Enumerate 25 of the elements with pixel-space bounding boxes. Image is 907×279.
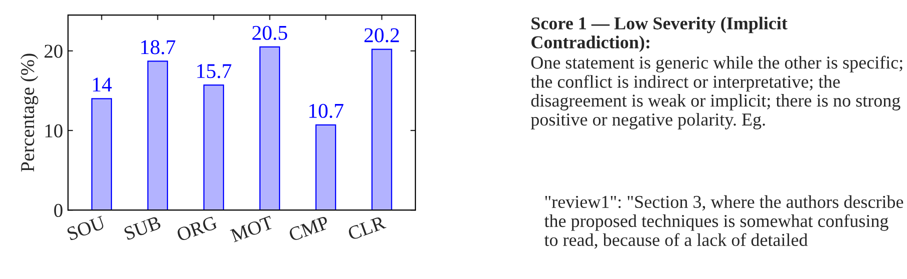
y-tick-label: 0 [54,204,62,218]
data-label: 20.2 [364,28,399,42]
bar [91,98,112,210]
bar [259,46,280,210]
bar [371,48,392,210]
x-tick-label: SUB [124,216,162,240]
y-tick-label: 10 [45,124,62,138]
data-label: 10.7 [309,104,344,118]
bar [203,84,224,210]
bar [315,124,336,210]
text: "review1": "Section 3, where the authors describe the proposed techniques is somewhat confusing to read, because of a lack of detailed [544,195,904,249]
data-label: 20.5 [252,26,288,40]
y-axis-title: Percentage (%) [20,54,38,172]
data-label: 15.7 [197,64,232,78]
y-tick-label: 20 [44,44,62,58]
bar [147,60,168,210]
text: One statement is generic while the other is specific; the conflict is indirect or interpretative; the disagreement is weak or implicit; there is no strong positive or negative polarity. Eg. [530,56,902,130]
x-tick-label: ORG [176,216,218,242]
x-tick-label: CMP [288,216,330,242]
x-tick-label: SOU [66,216,106,241]
x-tick-label: MOT [230,216,274,242]
data-label: 14 [93,78,112,92]
text: Score 1 — Low Severity (Implicit Contradiction): [531,16,788,52]
data-label: 18.7 [141,40,176,54]
x-tick-label: CLR [347,216,386,240]
